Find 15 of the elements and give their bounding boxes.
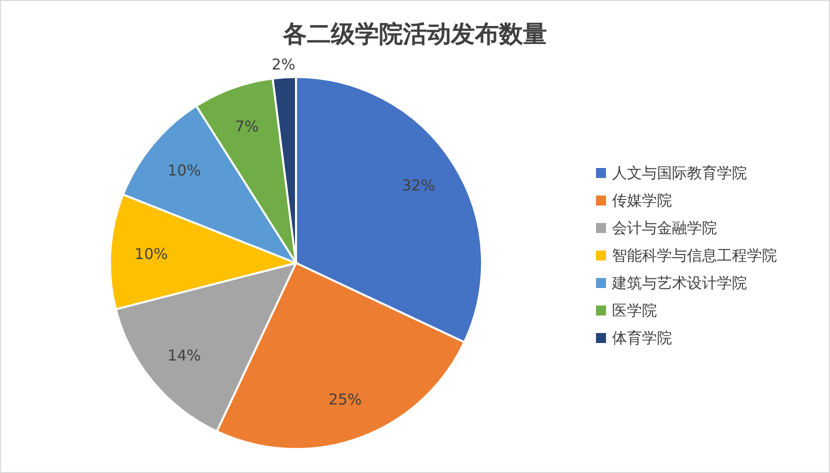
chart-title: 各二级学院活动发布数量	[282, 20, 547, 48]
data-label: 32%	[402, 176, 436, 194]
data-label: 14%	[168, 346, 201, 364]
legend-label: 医学院	[612, 302, 657, 320]
legend-label: 人文与国际教育学院	[612, 164, 747, 182]
data-label: 7%	[234, 117, 259, 136]
data-label: 2%	[272, 55, 296, 74]
legend-label: 智能科学与信息工程学院	[612, 246, 777, 264]
data-label: 10%	[168, 162, 201, 180]
legend-label: 传媒学院	[612, 192, 672, 210]
legend-label: 会计与金融学院	[612, 219, 717, 237]
legend-label: 体育学院	[612, 329, 672, 347]
legend-label: 建筑与艺术设计学院	[611, 274, 747, 292]
data-label: 10%	[134, 244, 168, 263]
data-label: 25%	[328, 390, 362, 409]
